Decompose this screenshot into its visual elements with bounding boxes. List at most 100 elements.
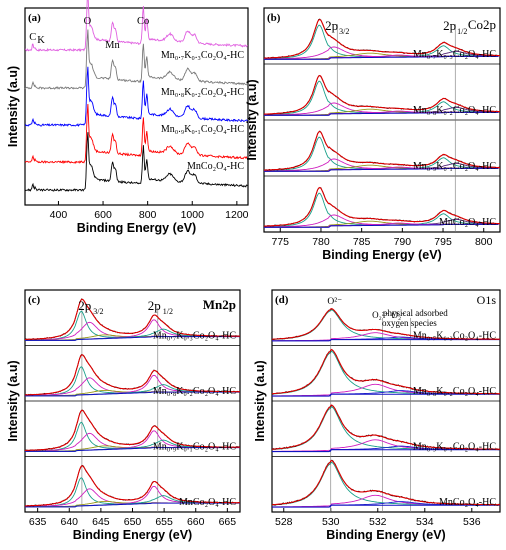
background-line (25, 391, 240, 397)
sample-label: Mn₀.₉K₀.₁Co₂O₄-HC (413, 161, 496, 172)
peak-label: O²⁻ (327, 297, 342, 307)
x-tick-label: 635 (29, 516, 47, 528)
background-line (264, 223, 498, 228)
panel-label: (d) (275, 294, 289, 306)
x-axis-label: Binding Energy (eV) (73, 528, 192, 542)
survey-spectrum-line (24, 132, 248, 192)
sample-label: MnCo₂O₄-HC (439, 217, 496, 228)
sample-label: Mn₀.₇K₀.₃Co₂O₄-HC (413, 331, 496, 342)
peak-label: Mn (105, 40, 120, 51)
background-line (272, 339, 500, 342)
plot-frame (24, 7, 249, 206)
x-tick-label: 650 (124, 516, 142, 528)
survey-spectrum-line (24, 29, 249, 90)
x-tick-label: 1200 (225, 209, 249, 221)
envelope-fit-line (272, 459, 500, 506)
peak-label: K (37, 35, 45, 46)
x-axis-label: Binding Energy (eV) (322, 248, 441, 262)
sample-label: Mn₀.₇K₀.₃Co₂O₄-HC (413, 49, 496, 60)
peak-label-sub: 1/2 (163, 307, 173, 316)
peak-label: 2p (78, 298, 91, 313)
background-line (25, 502, 240, 508)
x-tick-label: 655 (155, 516, 173, 528)
sample-label: Mn₀.₈K₀.₂Co₂O₄-HC (413, 105, 496, 116)
x-tick-label: 532 (369, 516, 387, 528)
x-tick-label: 1000 (181, 209, 205, 221)
envelope-fit-line (25, 409, 240, 451)
series-label: MnCo₂O₄-HC (187, 161, 244, 172)
x-tick-label: 785 (353, 236, 371, 248)
background-line (25, 447, 240, 452)
background-line (264, 55, 498, 60)
x-axis-label: Binding Energy (eV) (326, 528, 445, 542)
peak-label: physical adsorbed (383, 308, 448, 318)
series-label: Mn₀.₈K₀.₂Co₂O₄-HC (161, 87, 244, 98)
x-tick-label: 775 (272, 236, 290, 248)
series-label: Mn₀.₉K₀.₁Co₂O₄-HC (161, 124, 244, 135)
envelope-fit-line (25, 465, 240, 507)
x-tick-label: 780 (312, 236, 330, 248)
background-line (264, 111, 498, 116)
y-axis-label: Intensity (a.u) (253, 360, 267, 441)
x-tick-label: 528 (275, 516, 293, 528)
x-tick-label: 600 (94, 209, 112, 221)
peak-label: 2p (443, 18, 456, 33)
x-tick-label: 640 (60, 516, 78, 528)
element-label: O1s (477, 293, 497, 307)
peak-label: C (29, 32, 36, 43)
panel-b: 775 780 785 790 795 800 Binding Energy (eV) Int… (245, 7, 501, 262)
x-axis-label: Binding Energy (eV) (77, 221, 196, 235)
x-tick-label: 530 (322, 516, 340, 528)
peak-label: Co (137, 16, 149, 27)
sample-label: Mn₀.₉K₀.₁Co₂O₄-HC (413, 442, 496, 453)
envelope-fit-line (272, 348, 500, 395)
x-tick-label: 645 (92, 516, 110, 528)
x-tick-label: 665 (219, 516, 237, 528)
peak-label-sub: 1/2 (457, 27, 467, 36)
peak-label: 2p (148, 298, 161, 313)
x-tick-label: 800 (475, 236, 493, 248)
peak-label-sub: 3/2 (339, 27, 349, 36)
panel-label: (c) (28, 294, 41, 306)
sample-label: MnCo₂O₄-HC (179, 497, 236, 508)
background-line (272, 504, 500, 508)
background-line (272, 393, 500, 397)
sample-label: Mn₀.₇K₀.₃Co₂O₄-HC (153, 331, 236, 342)
survey-spectrum-line (24, 103, 249, 165)
peak-label-sub: 3/2 (93, 307, 103, 316)
background-line (25, 336, 240, 341)
sample-label: MnCo₂O₄-HC (439, 497, 496, 508)
envelope-fit-line (264, 186, 500, 227)
peak-label: O (84, 16, 92, 27)
envelope-fit-line (264, 18, 500, 59)
survey-spectrum-line (24, 66, 249, 127)
panel-a: 400 600 800 1000 1200 Binding Energy (eV) Inte… (6, 0, 249, 235)
panel-c: 635 640 645 650 655 660 665 Binding Energy (eV)… (6, 289, 241, 542)
peak-label: 2p (325, 18, 338, 33)
series-label: Mn₀.₇K₀.₃Co₂O₄-HC (161, 50, 244, 61)
envelope-fit-line (25, 298, 240, 340)
y-axis-label: Intensity (a.u) (6, 66, 20, 147)
survey-spectrum-line (25, 0, 248, 52)
background-line (272, 449, 500, 453)
envelope-fit-line (272, 307, 500, 340)
y-axis-label: Intensity (a.u) (6, 360, 20, 441)
x-tick-label: 800 (139, 209, 157, 221)
x-tick-label: 536 (463, 516, 481, 528)
sample-label: Mn₀.₉K₀.₁Co₂O₄-HC (153, 442, 236, 453)
y-axis-label: Intensity (a.u) (245, 79, 259, 160)
x-tick-label: 534 (416, 516, 434, 528)
x-tick-label: 795 (434, 236, 452, 248)
envelope-fit-line (264, 74, 500, 115)
envelope-fit-line (264, 130, 500, 171)
x-tick-label: 790 (394, 236, 412, 248)
x-tick-label: 400 (50, 209, 68, 221)
x-tick-label: 660 (187, 516, 205, 528)
peak-label: O₂²⁻ O₂⁻ (372, 310, 406, 320)
element-label: Mn2p (203, 297, 236, 312)
envelope-fit-line (272, 404, 500, 450)
element-label: Co2p (468, 17, 496, 32)
panel-label: (a) (28, 12, 41, 24)
background-line (264, 167, 498, 172)
